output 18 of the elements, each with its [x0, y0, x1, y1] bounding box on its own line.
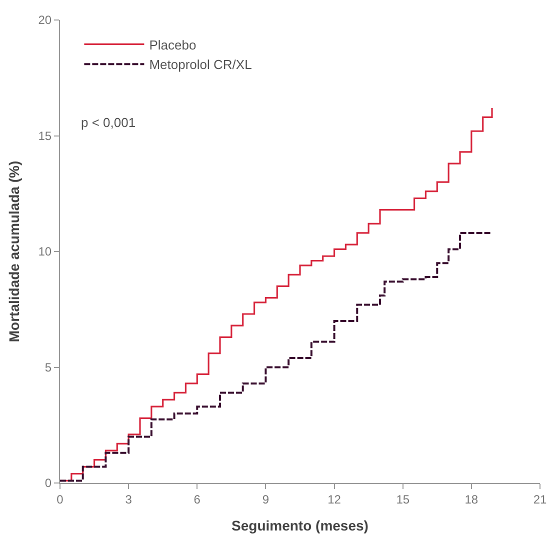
- x-tick-label: 3: [125, 492, 132, 506]
- y-tick-label: 0: [44, 476, 52, 490]
- y-tick-label: 20: [38, 13, 52, 28]
- legend-label: Placebo: [149, 37, 196, 52]
- x-tick-label: 0: [56, 492, 64, 506]
- x-axis-title: Seguimento (meses): [232, 518, 368, 534]
- y-tick-label: 15: [38, 128, 52, 143]
- x-tick-label: 12: [328, 492, 342, 506]
- x-tick-label: 18: [464, 492, 478, 506]
- x-tick-label: 21: [533, 492, 547, 506]
- x-tick-label: 6: [194, 492, 201, 506]
- y-axis-title: Mortalidade acumulada (%): [6, 160, 22, 342]
- legend-label: Metoprolol CR/XL: [149, 57, 252, 72]
- x-tick-label: 9: [262, 492, 270, 506]
- y-tick-label: 10: [38, 244, 52, 259]
- annotation: p < 0,001: [81, 115, 136, 130]
- x-tick-label: 15: [396, 492, 410, 506]
- y-tick-label: 5: [44, 360, 52, 374]
